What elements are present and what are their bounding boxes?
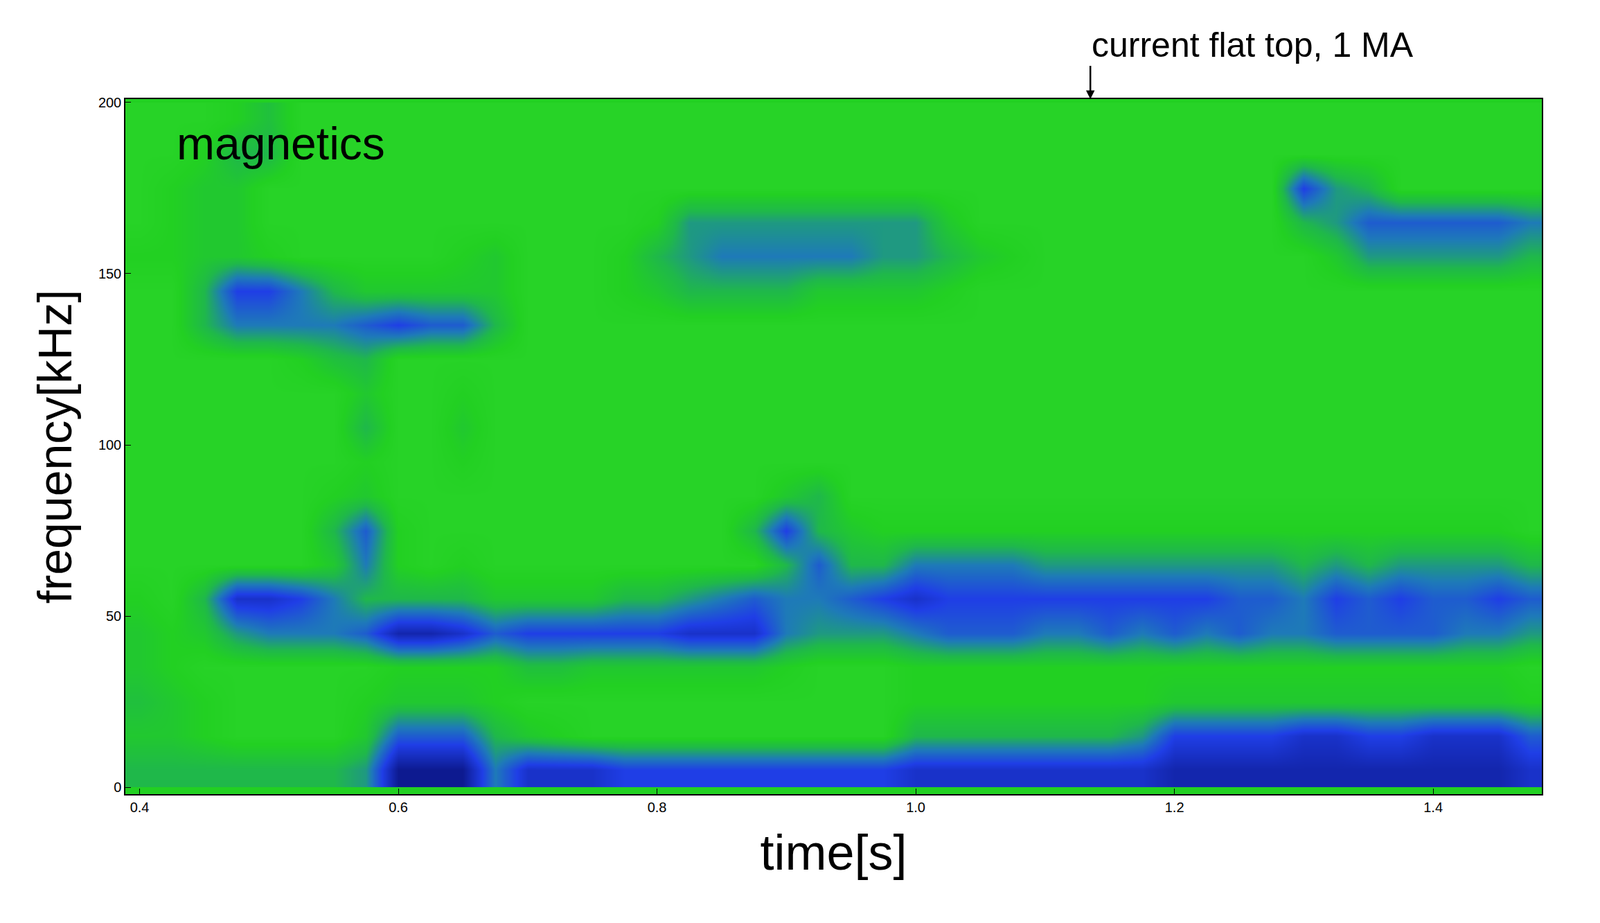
svg-text:150: 150	[98, 265, 122, 282]
svg-text:1.4: 1.4	[1423, 799, 1443, 815]
svg-text:0.6: 0.6	[388, 799, 408, 815]
svg-text:100: 100	[98, 437, 122, 453]
svg-text:magnetics: magnetics	[176, 117, 386, 170]
svg-text:1.0: 1.0	[905, 799, 926, 815]
svg-text:0: 0	[113, 779, 122, 795]
svg-text:50: 50	[105, 608, 122, 624]
svg-text:time[s]: time[s]	[759, 824, 907, 880]
svg-text:1.2: 1.2	[1165, 799, 1185, 815]
svg-text:0.4: 0.4	[130, 799, 150, 815]
svg-text:current flat top, 1 MA: current flat top, 1 MA	[1091, 25, 1414, 65]
svg-text:frequency[kHz]: frequency[kHz]	[28, 289, 82, 604]
svg-text:200: 200	[98, 94, 122, 111]
svg-text:0.8: 0.8	[647, 799, 668, 815]
